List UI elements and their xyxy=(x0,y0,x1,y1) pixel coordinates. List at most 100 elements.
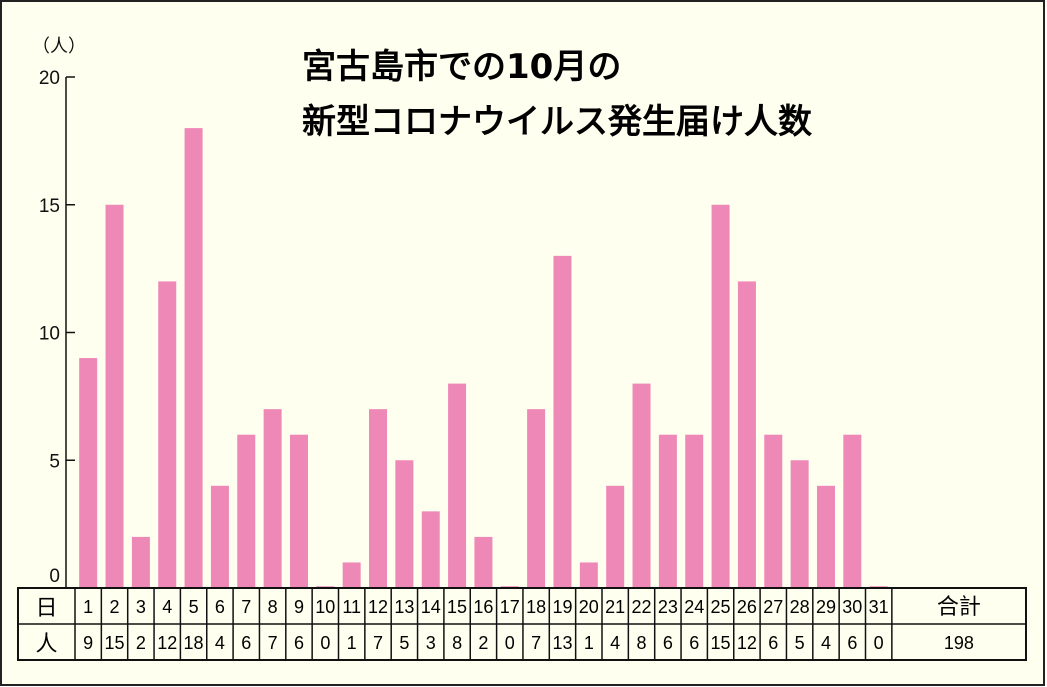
y-tick-label: 15 xyxy=(39,196,60,217)
table-count-cell: 6 xyxy=(847,633,857,653)
table-day-cell: 25 xyxy=(711,597,731,617)
y-tick-label: 10 xyxy=(39,324,60,345)
table-count-cell: 0 xyxy=(874,633,884,653)
bar-day-18 xyxy=(527,409,546,588)
table-count-cell: 0 xyxy=(320,633,330,653)
table-count-cell: 6 xyxy=(294,633,304,653)
table-count-cell: 2 xyxy=(478,633,488,653)
table-day-cell: 1 xyxy=(83,597,93,617)
table-count-cell: 12 xyxy=(157,633,177,653)
table-day-cell: 28 xyxy=(790,597,810,617)
y-axis-unit-label: （人） xyxy=(32,36,86,57)
table-total-header: 合計 xyxy=(937,595,981,620)
table-day-cell: 16 xyxy=(473,597,493,617)
table-count-cell: 6 xyxy=(689,633,699,653)
table-count-cell: 7 xyxy=(531,633,541,653)
bar-day-5 xyxy=(184,128,203,588)
table-count-cell: 18 xyxy=(184,633,204,653)
table-day-cell: 8 xyxy=(268,597,278,617)
table-count-cell: 15 xyxy=(711,633,731,653)
bar-day-3 xyxy=(131,536,150,588)
table-count-cell: 3 xyxy=(426,633,436,653)
table-count-cell: 7 xyxy=(268,633,278,653)
table-day-cell: 20 xyxy=(579,597,599,617)
table-count-cell: 4 xyxy=(610,633,620,653)
bar-day-25 xyxy=(711,204,730,588)
bar-day-13 xyxy=(395,460,414,588)
table-count-cell: 6 xyxy=(241,633,251,653)
table-count-cell: 13 xyxy=(552,633,572,653)
bar-day-27 xyxy=(764,434,783,588)
bar-day-20 xyxy=(579,562,598,588)
y-tick-label: 20 xyxy=(39,68,60,89)
table-count-cell: 1 xyxy=(347,633,357,653)
table-day-cell: 10 xyxy=(315,597,335,617)
table-day-cell: 30 xyxy=(842,597,862,617)
table-count-cell: 2 xyxy=(136,633,146,653)
bar-day-28 xyxy=(790,460,809,588)
table-count-cell: 15 xyxy=(105,633,125,653)
table-day-cell: 11 xyxy=(342,597,361,617)
table-count-cell: 8 xyxy=(637,633,647,653)
data-table: 日人19215324125186476879610011112713514315… xyxy=(17,587,1027,661)
bar-day-16 xyxy=(474,536,493,588)
table-count-cell: 5 xyxy=(399,633,409,653)
table-day-cell: 7 xyxy=(241,597,251,617)
table-day-cell: 21 xyxy=(605,597,625,617)
table-day-cell: 31 xyxy=(869,597,889,617)
table-count-cell: 4 xyxy=(215,633,225,653)
bar-day-4 xyxy=(158,281,177,588)
table-count-cell: 5 xyxy=(795,633,805,653)
table-day-cell: 13 xyxy=(394,597,414,617)
table-day-cell: 19 xyxy=(552,597,572,617)
bar-day-2 xyxy=(105,204,124,588)
table-count-cell: 8 xyxy=(452,633,462,653)
table-day-cell: 4 xyxy=(162,597,172,617)
table-count-cell: 1 xyxy=(584,633,594,653)
bar-day-1 xyxy=(79,358,98,588)
bar-day-6 xyxy=(210,485,229,588)
table-day-cell: 26 xyxy=(737,597,757,617)
bar-day-30 xyxy=(843,434,862,588)
bar-day-22 xyxy=(632,383,651,588)
table-day-cell: 3 xyxy=(136,597,146,617)
bar-day-7 xyxy=(237,434,256,588)
y-tick-label: 0 xyxy=(49,566,60,587)
bar-day-11 xyxy=(342,562,361,588)
bar-day-26 xyxy=(737,281,756,588)
bars-group xyxy=(79,128,888,588)
y-tick-label: 5 xyxy=(49,451,60,472)
table-row-header-people: 人 xyxy=(35,632,57,657)
bar-day-9 xyxy=(289,434,308,588)
table-day-cell: 14 xyxy=(421,597,441,617)
table-count-cell: 7 xyxy=(373,633,383,653)
table-day-cell: 29 xyxy=(816,597,836,617)
bar-day-8 xyxy=(263,409,282,588)
table-day-cell: 27 xyxy=(763,597,783,617)
chart-title-line1: 宮古島市での10月の xyxy=(302,47,621,87)
bar-day-23 xyxy=(658,434,677,588)
table-day-cell: 12 xyxy=(368,597,388,617)
table-row-header-day: 日 xyxy=(35,596,57,621)
table-day-cell: 17 xyxy=(500,597,520,617)
chart-title-line2: 新型コロナウイルス発生届け人数 xyxy=(302,102,812,142)
table-count-cell: 6 xyxy=(663,633,673,653)
table-count-cell: 9 xyxy=(83,633,93,653)
table-day-cell: 23 xyxy=(658,597,678,617)
table-day-cell: 18 xyxy=(526,597,546,617)
table-day-cell: 15 xyxy=(447,597,467,617)
table-day-cell: 5 xyxy=(189,597,199,617)
bar-day-29 xyxy=(816,485,835,588)
bar-day-15 xyxy=(448,383,467,588)
bar-day-24 xyxy=(685,434,704,588)
table-day-cell: 22 xyxy=(632,597,652,617)
table-count-cell: 4 xyxy=(821,633,831,653)
table-total-value: 198 xyxy=(944,633,974,653)
table-count-cell: 6 xyxy=(768,633,778,653)
bar-day-21 xyxy=(606,485,625,588)
table-day-cell: 2 xyxy=(110,597,120,617)
table-count-cell: 0 xyxy=(505,633,515,653)
bar-day-12 xyxy=(369,409,388,588)
y-axis-ticks: 0 5 10 15 20 xyxy=(39,68,75,589)
